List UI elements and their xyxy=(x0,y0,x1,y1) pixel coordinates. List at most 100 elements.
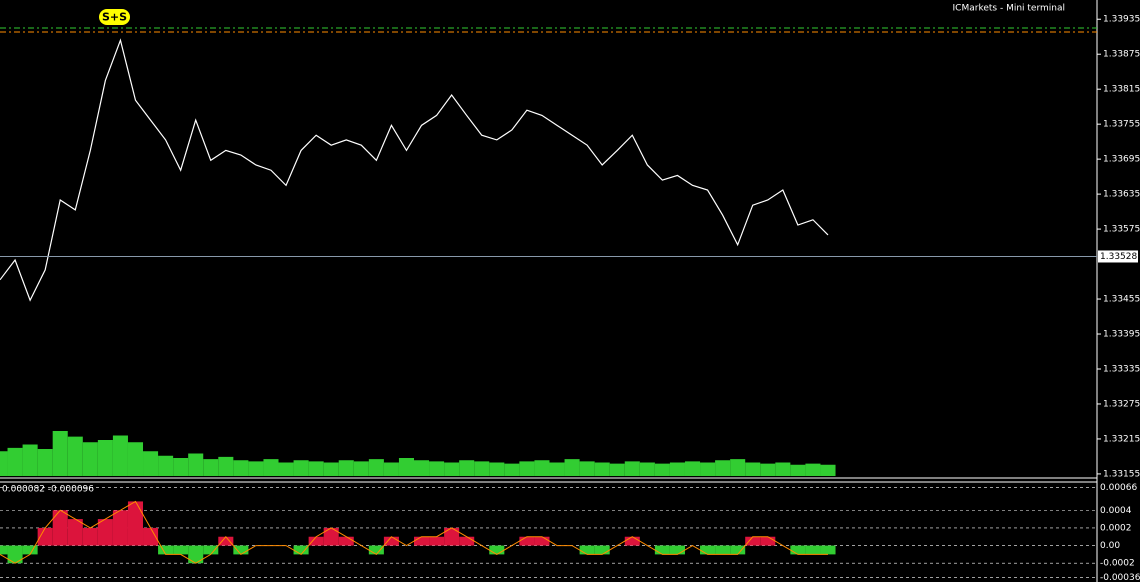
y-tick-label: -0.0002 xyxy=(1100,559,1135,569)
y-tick-label: 1.33155 xyxy=(1103,469,1140,479)
y-tick-label: 1.33815 xyxy=(1103,85,1140,95)
oscillator-line xyxy=(0,500,828,564)
oscillator-bar xyxy=(0,545,8,555)
volume-bar xyxy=(293,460,309,476)
volume-bar xyxy=(353,461,369,476)
oscillator-bar xyxy=(7,545,23,564)
volume-bar xyxy=(414,460,430,476)
volume-bar xyxy=(82,442,98,476)
volume-bar xyxy=(534,460,550,476)
volume-bar xyxy=(745,462,761,476)
y-tick-label: 1.33335 xyxy=(1103,364,1140,374)
oscillator-bar xyxy=(67,519,83,546)
oscillator-bar xyxy=(218,536,234,546)
volume-bar xyxy=(820,464,836,476)
y-tick-label: -0.00036 xyxy=(1100,573,1140,582)
volume-bar xyxy=(368,459,384,476)
oscillator-bar xyxy=(82,527,98,546)
volume-bar xyxy=(594,462,610,476)
y-tick-label: 0.00 xyxy=(1100,541,1120,551)
volume-bar xyxy=(504,463,520,476)
oscillator-bar xyxy=(459,536,475,546)
oscillator-bar xyxy=(143,527,159,546)
volume-bar xyxy=(444,462,460,476)
volume-bar xyxy=(0,451,8,476)
volume-bar xyxy=(52,431,68,476)
volume-bar xyxy=(383,462,399,476)
volume-bar xyxy=(188,453,204,476)
volume-bar xyxy=(519,461,535,476)
oscillator-bar xyxy=(444,527,460,546)
oscillator-bar xyxy=(654,545,670,555)
oscillator-bar xyxy=(429,536,445,546)
volume-bar xyxy=(218,456,234,476)
oscillator-bar xyxy=(338,536,354,546)
oscillator-bar xyxy=(158,545,174,555)
oscillator-bar xyxy=(203,545,219,555)
volume-bar xyxy=(669,462,685,476)
oscillator-bar xyxy=(293,545,309,555)
volume-bar xyxy=(609,463,625,476)
volume-bar xyxy=(233,460,249,476)
volume-bar xyxy=(760,463,776,476)
volume-bar xyxy=(158,455,174,476)
oscillator-bar xyxy=(790,545,806,555)
y-tick-label: 1.33575 xyxy=(1103,225,1140,235)
volume-bar xyxy=(398,458,414,476)
volume-bar xyxy=(579,461,595,476)
volume-bar xyxy=(278,462,294,476)
volume-bar xyxy=(7,447,23,476)
volume-bar xyxy=(22,444,38,476)
volume-bar xyxy=(429,461,445,476)
volume-bar xyxy=(67,436,83,476)
oscillator-bar xyxy=(233,545,249,555)
volume-bar xyxy=(775,462,791,476)
y-tick-label: 1.33395 xyxy=(1103,330,1140,340)
volume-bar xyxy=(715,460,731,476)
y-tick-label: 1.33275 xyxy=(1103,399,1140,409)
oscillator-bar xyxy=(97,519,113,546)
y-tick-label: 1.33695 xyxy=(1103,155,1140,165)
volume-bar xyxy=(127,442,144,476)
volume-bar xyxy=(700,462,716,476)
volume-bar xyxy=(263,459,279,476)
oscillator-bar xyxy=(760,536,776,546)
volume-bar xyxy=(639,462,655,476)
volume-bar xyxy=(654,463,670,476)
volume-bar xyxy=(143,451,159,476)
oscillator-bar xyxy=(308,536,324,546)
indicator-title: 0.000082 -0.000096 xyxy=(2,485,94,495)
volume-bar xyxy=(474,461,490,476)
oscillator-bar xyxy=(715,545,731,555)
volume-bar xyxy=(564,459,580,476)
signal-badge-bg xyxy=(99,9,130,25)
volume-bar xyxy=(248,461,264,476)
oscillator-bar xyxy=(37,527,53,546)
current-price-box xyxy=(1098,250,1138,263)
y-tick-label: 1.33215 xyxy=(1103,434,1140,444)
volume-bar xyxy=(173,458,189,476)
y-tick-label: 1.33455 xyxy=(1103,295,1140,305)
y-tick-label: 1.33755 xyxy=(1103,120,1140,130)
oscillator-bar xyxy=(519,536,535,546)
y-tick-label: 1.33875 xyxy=(1103,50,1140,60)
oscillator-bar xyxy=(534,536,550,546)
y-tick-label: 0.0004 xyxy=(1100,506,1132,516)
volume-bar xyxy=(459,460,475,476)
oscillator-bar xyxy=(820,545,836,555)
terminal-label: ICMarkets - Mini terminal xyxy=(953,4,1065,14)
oscillator-bar xyxy=(188,545,204,564)
volume-bar xyxy=(308,461,324,476)
oscillator-bar xyxy=(323,527,339,546)
price-line xyxy=(0,38,829,302)
oscillator-bar xyxy=(669,545,685,555)
volume-bar xyxy=(549,462,565,476)
oscillator-bar xyxy=(594,545,610,555)
oscillator-bar xyxy=(489,545,505,555)
oscillator-bar xyxy=(745,536,761,546)
oscillator-bar xyxy=(22,545,38,555)
signal-badge: S+S xyxy=(102,11,127,24)
volume-bar xyxy=(624,461,640,476)
volume-bar xyxy=(730,459,746,476)
